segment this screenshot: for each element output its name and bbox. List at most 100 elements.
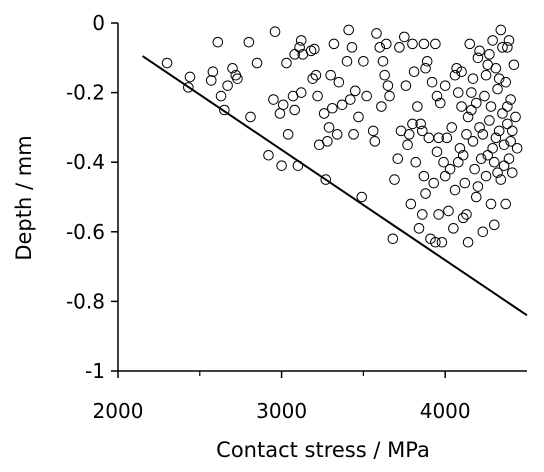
data-point xyxy=(467,73,479,84)
data-point xyxy=(345,94,356,105)
data-point xyxy=(207,66,219,78)
data-point xyxy=(215,90,227,102)
data-point xyxy=(269,26,281,38)
data-point xyxy=(434,97,446,109)
data-point xyxy=(309,43,320,55)
data-point xyxy=(457,149,469,161)
data-point xyxy=(418,38,430,50)
data-point xyxy=(358,55,369,67)
data-point xyxy=(343,24,354,36)
data-point xyxy=(495,174,507,185)
data-point xyxy=(227,62,238,74)
data-point xyxy=(413,223,425,234)
x-tick-label: 4000 xyxy=(420,399,471,423)
data-point xyxy=(328,38,340,50)
data-point xyxy=(505,136,516,147)
data-point xyxy=(382,80,394,91)
data-point xyxy=(457,212,469,224)
data-point xyxy=(349,85,361,97)
data-point xyxy=(474,45,485,57)
y-axis-title: Depth / mm xyxy=(12,135,36,260)
data-point xyxy=(480,170,492,182)
data-point xyxy=(274,108,286,119)
data-point xyxy=(310,69,322,81)
data-point xyxy=(403,129,415,140)
data-point xyxy=(444,163,456,175)
data-point xyxy=(323,122,335,133)
data-point xyxy=(374,42,386,53)
data-point xyxy=(389,174,400,185)
data-point xyxy=(495,24,507,36)
data-point xyxy=(502,101,513,112)
data-point xyxy=(474,122,485,133)
data-point xyxy=(251,57,263,69)
y-tick-label: -0.2 xyxy=(66,81,105,105)
data-point xyxy=(464,38,476,50)
data-point xyxy=(485,101,497,112)
data-point xyxy=(183,82,194,93)
data-point xyxy=(475,153,487,165)
data-point xyxy=(462,236,474,248)
data-point xyxy=(428,177,440,189)
data-point xyxy=(276,160,287,171)
data-point xyxy=(415,118,426,130)
data-point xyxy=(479,90,490,102)
data-point xyxy=(232,73,243,84)
data-point xyxy=(506,125,518,137)
data-point xyxy=(295,87,307,98)
data-point xyxy=(449,184,461,196)
data-point xyxy=(462,111,474,123)
data-point xyxy=(416,125,428,137)
data-point xyxy=(502,42,513,53)
data-point xyxy=(488,219,500,231)
data-point xyxy=(467,136,479,147)
data-point xyxy=(341,55,353,67)
data-point xyxy=(348,129,359,140)
data-point xyxy=(399,31,410,43)
data-point xyxy=(184,71,196,83)
data-point xyxy=(452,156,464,168)
data-point xyxy=(161,57,173,69)
y-axis-ticks: 0 -0.2 -0.4 -0.6 -0.8 -1 xyxy=(66,11,118,383)
data-point xyxy=(497,42,508,53)
data-point xyxy=(456,101,467,112)
data-point xyxy=(503,35,515,46)
plot-frame xyxy=(117,23,527,372)
data-point xyxy=(322,136,333,147)
data-point xyxy=(506,167,518,178)
data-point xyxy=(325,69,336,81)
data-point xyxy=(433,209,444,220)
data-point xyxy=(448,223,459,234)
data-point xyxy=(369,136,381,147)
data-point xyxy=(410,156,422,168)
data-point xyxy=(381,38,392,50)
data-point xyxy=(438,156,449,168)
x-axis-ticks: 2000 3000 4000 xyxy=(93,371,471,423)
data-point xyxy=(402,139,413,151)
data-point xyxy=(472,181,484,192)
data-point xyxy=(497,108,508,119)
data-point xyxy=(289,49,300,60)
data-point xyxy=(277,99,289,111)
data-point xyxy=(500,198,512,210)
data-point xyxy=(461,209,472,220)
data-points xyxy=(161,24,523,248)
data-point xyxy=(466,104,477,116)
data-point xyxy=(443,205,454,217)
data-point xyxy=(477,226,489,238)
data-point xyxy=(268,94,279,105)
data-point xyxy=(446,122,458,133)
data-point xyxy=(418,170,430,182)
data-point xyxy=(331,129,343,140)
data-point xyxy=(461,129,472,140)
data-point xyxy=(439,80,451,91)
data-point xyxy=(245,111,256,123)
data-point xyxy=(289,104,300,116)
data-point xyxy=(500,76,512,88)
data-point xyxy=(502,118,513,130)
data-point xyxy=(333,76,345,88)
y-tick-label: -1 xyxy=(85,359,105,383)
y-tick-label: 0 xyxy=(92,11,105,35)
data-point xyxy=(430,236,441,248)
data-point xyxy=(353,111,364,123)
